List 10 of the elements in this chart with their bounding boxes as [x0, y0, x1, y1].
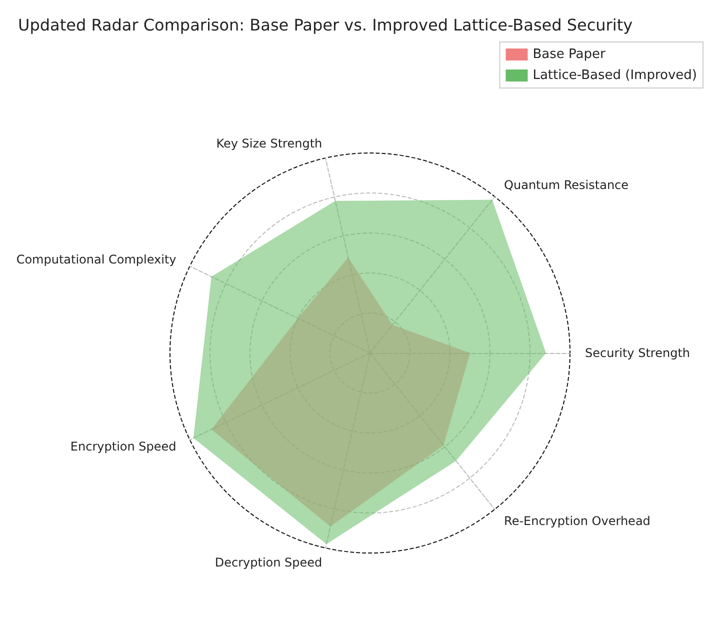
legend-label: Lattice-Based (Improved) [532, 68, 698, 83]
spoke-label: Encryption Speed [70, 439, 176, 454]
spoke-label: Quantum Resistance [504, 178, 629, 192]
spoke-label: Re-Encryption Overhead [504, 514, 650, 528]
spoke-label: Security Strength [585, 346, 690, 360]
spoke-label: Decryption Speed [214, 556, 322, 570]
spoke-label: Computational Complexity [16, 252, 176, 267]
spoke-label: Key Size Strength [216, 136, 322, 150]
legend-label: Base Paper [532, 47, 606, 62]
chart-title: Updated Radar Comparison: Base Paper vs. Improved Lattice-Based Security [18, 16, 633, 34]
